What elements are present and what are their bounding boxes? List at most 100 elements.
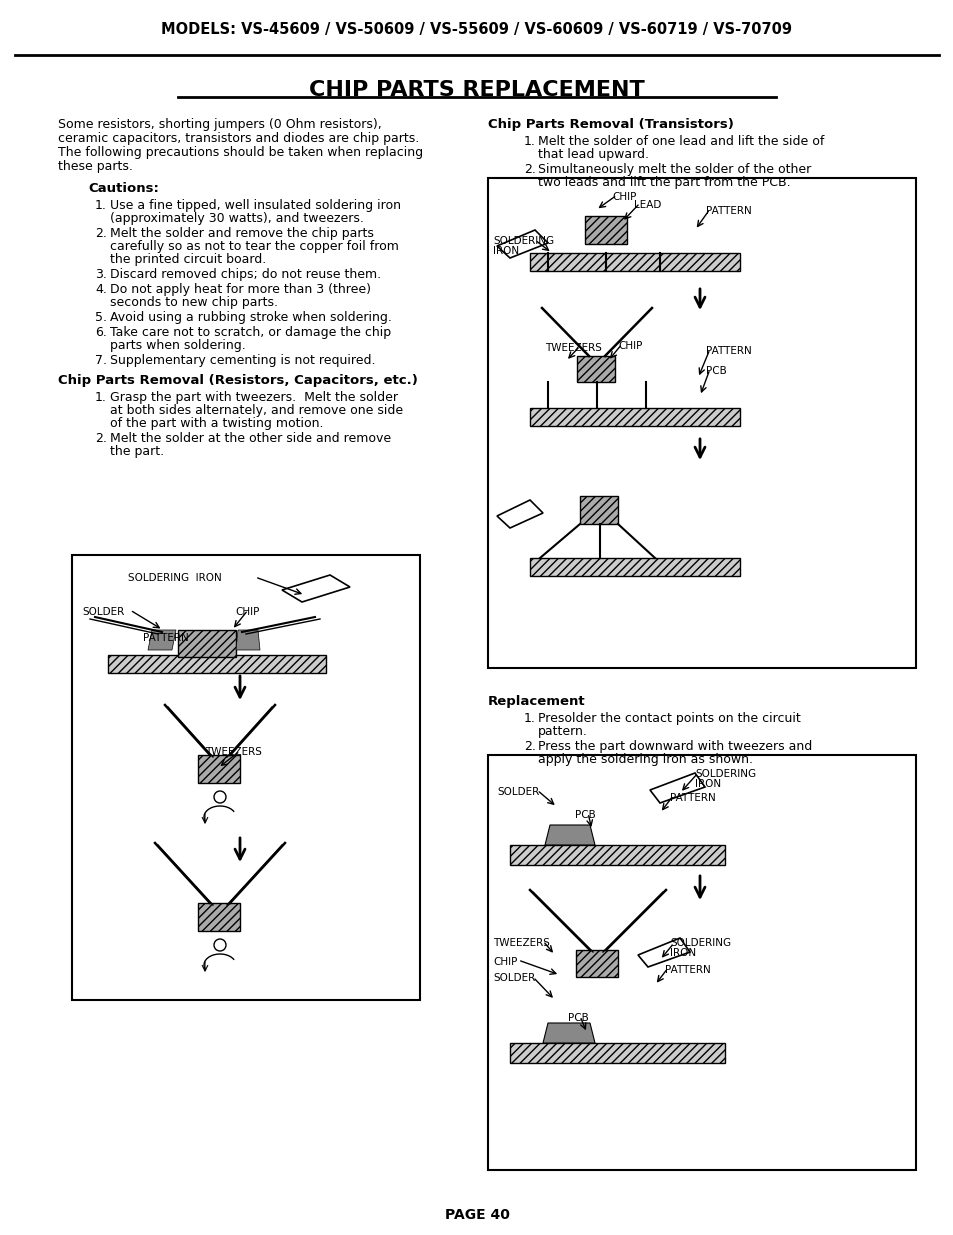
Text: two leads and lift the part from the PCB.: two leads and lift the part from the PCB… [537, 177, 790, 189]
Polygon shape [497, 500, 542, 529]
Text: Cautions:: Cautions: [88, 182, 159, 195]
Text: PAGE 40: PAGE 40 [444, 1208, 509, 1221]
Text: apply the soldering iron as shown.: apply the soldering iron as shown. [537, 753, 752, 766]
Text: Chip Parts Removal (Resistors, Capacitors, etc.): Chip Parts Removal (Resistors, Capacitor… [58, 374, 417, 387]
Bar [488, 178, 915, 668]
Text: Presolder the contact points on the circuit: Presolder the contact points on the circ… [537, 713, 800, 725]
Text: TWEEZERS: TWEEZERS [205, 747, 262, 757]
Text: Take care not to scratch, or damage the chip: Take care not to scratch, or damage the … [110, 326, 391, 338]
Text: 5.: 5. [95, 311, 107, 324]
Text: ceramic capacitors, transistors and diodes are chip parts.: ceramic capacitors, transistors and diod… [58, 132, 418, 144]
Text: pattern.: pattern. [537, 725, 587, 739]
Text: the printed circuit board.: the printed circuit board. [110, 253, 266, 266]
Bar [108, 655, 326, 673]
Text: Supplementary cementing is not required.: Supplementary cementing is not required. [110, 354, 375, 367]
Text: 4.: 4. [95, 283, 107, 296]
Text: IRON: IRON [493, 246, 518, 256]
Text: CHIP: CHIP [493, 957, 517, 967]
Text: Press the part downward with tweezers and: Press the part downward with tweezers an… [537, 740, 811, 753]
Text: LEAD: LEAD [634, 200, 660, 210]
Text: 2.: 2. [95, 432, 107, 445]
Bar [198, 903, 240, 931]
Text: Chip Parts Removal (Transistors): Chip Parts Removal (Transistors) [488, 119, 733, 131]
Text: PCB: PCB [705, 366, 726, 375]
Bar [530, 558, 740, 576]
Polygon shape [542, 1023, 595, 1044]
Bar [584, 216, 626, 245]
Text: Replacement: Replacement [488, 695, 585, 708]
Bar [71, 555, 419, 1000]
Text: SOLDER: SOLDER [82, 606, 124, 618]
Text: Discard removed chips; do not reuse them.: Discard removed chips; do not reuse them… [110, 268, 381, 282]
Polygon shape [544, 825, 595, 845]
Bar [577, 356, 615, 382]
Text: SOLDERING: SOLDERING [695, 769, 756, 779]
Text: TWEEZERS: TWEEZERS [544, 343, 601, 353]
Text: Melt the solder at the other side and remove: Melt the solder at the other side and re… [110, 432, 391, 445]
Text: 6.: 6. [95, 326, 107, 338]
Text: CHIP PARTS REPLACEMENT: CHIP PARTS REPLACEMENT [309, 80, 644, 100]
Polygon shape [649, 773, 704, 803]
Text: SOLDER: SOLDER [497, 787, 538, 797]
Bar [488, 755, 915, 1170]
Text: PATTERN: PATTERN [669, 793, 715, 803]
Text: 2.: 2. [523, 163, 536, 177]
Text: TWEEZERS: TWEEZERS [493, 939, 549, 948]
Text: of the part with a twisting motion.: of the part with a twisting motion. [110, 417, 323, 430]
Text: Do not apply heat for more than 3 (three): Do not apply heat for more than 3 (three… [110, 283, 371, 296]
Text: PATTERN: PATTERN [705, 346, 751, 356]
Text: PATTERN: PATTERN [705, 206, 751, 216]
Circle shape [213, 790, 226, 803]
Bar [576, 950, 618, 977]
Text: Avoid using a rubbing stroke when soldering.: Avoid using a rubbing stroke when solder… [110, 311, 392, 324]
Text: SOLDERING: SOLDERING [669, 939, 730, 948]
Text: Melt the solder of one lead and lift the side of: Melt the solder of one lead and lift the… [537, 135, 823, 148]
Text: 3.: 3. [95, 268, 107, 282]
Text: SOLDERING  IRON: SOLDERING IRON [128, 573, 221, 583]
Text: PCB: PCB [575, 810, 595, 820]
Text: 1.: 1. [523, 713, 536, 725]
Polygon shape [235, 630, 260, 650]
Polygon shape [497, 230, 547, 258]
Polygon shape [282, 576, 350, 601]
Text: these parts.: these parts. [58, 161, 132, 173]
Text: 2.: 2. [95, 227, 107, 240]
Bar [510, 845, 724, 864]
Text: CHIP: CHIP [234, 606, 259, 618]
Text: The following precautions should be taken when replacing: The following precautions should be take… [58, 146, 423, 159]
Text: CHIP: CHIP [618, 341, 641, 351]
Text: 1.: 1. [95, 391, 107, 404]
Text: IRON: IRON [695, 779, 720, 789]
Bar [510, 1044, 724, 1063]
Bar [530, 253, 740, 270]
Text: Some resistors, shorting jumpers (0 Ohm resistors),: Some resistors, shorting jumpers (0 Ohm … [58, 119, 381, 131]
Text: PATTERN: PATTERN [664, 965, 710, 974]
Bar [178, 630, 235, 657]
Text: 7.: 7. [95, 354, 107, 367]
Text: CHIP: CHIP [612, 191, 636, 203]
Text: IRON: IRON [669, 948, 696, 958]
Text: 2.: 2. [523, 740, 536, 753]
Text: carefully so as not to tear the copper foil from: carefully so as not to tear the copper f… [110, 240, 398, 253]
Text: 1.: 1. [523, 135, 536, 148]
Text: Grasp the part with tweezers.  Melt the solder: Grasp the part with tweezers. Melt the s… [110, 391, 397, 404]
Text: MODELS: VS-45609 / VS-50609 / VS-55609 / VS-60609 / VS-60719 / VS-70709: MODELS: VS-45609 / VS-50609 / VS-55609 /… [161, 22, 792, 37]
Text: PATTERN: PATTERN [143, 634, 189, 643]
Text: parts when soldering.: parts when soldering. [110, 338, 246, 352]
Text: seconds to new chip parts.: seconds to new chip parts. [110, 296, 277, 309]
Text: that lead upward.: that lead upward. [537, 148, 648, 161]
Text: at both sides alternately, and remove one side: at both sides alternately, and remove on… [110, 404, 403, 417]
Text: SOLDERING: SOLDERING [493, 236, 554, 246]
Bar [579, 496, 618, 524]
Polygon shape [148, 630, 175, 650]
Polygon shape [638, 939, 689, 967]
Text: (approximately 30 watts), and tweezers.: (approximately 30 watts), and tweezers. [110, 212, 363, 225]
Text: 1.: 1. [95, 199, 107, 212]
Bar [198, 755, 240, 783]
Text: SOLDER: SOLDER [493, 973, 535, 983]
Bar [530, 408, 740, 426]
Text: PCB: PCB [567, 1013, 588, 1023]
Text: the part.: the part. [110, 445, 164, 458]
Text: Simultaneously melt the solder of the other: Simultaneously melt the solder of the ot… [537, 163, 810, 177]
Circle shape [213, 939, 226, 951]
